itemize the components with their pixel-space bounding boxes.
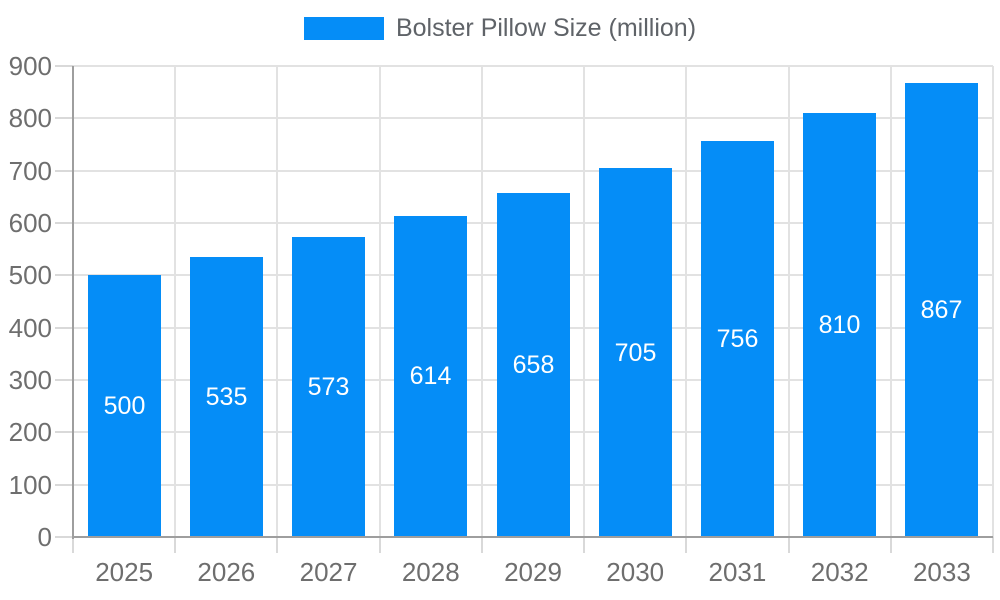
y-axis-tick bbox=[55, 65, 73, 67]
x-axis-label: 2030 bbox=[606, 557, 665, 587]
x-axis-tick bbox=[992, 537, 994, 553]
x-axis-label: 2031 bbox=[708, 557, 767, 587]
x-axis-label: 2032 bbox=[810, 557, 869, 587]
bar-2029[interactable]: 658 bbox=[497, 192, 570, 537]
y-axis-label: 0 bbox=[37, 522, 52, 552]
bar-2030[interactable]: 705 bbox=[599, 168, 672, 537]
y-axis-label: 800 bbox=[8, 103, 52, 134]
bar-value-label: 614 bbox=[409, 362, 452, 391]
x-axis-tick bbox=[583, 537, 586, 553]
bar-2027[interactable]: 573 bbox=[292, 237, 365, 537]
bar-value-label: 756 bbox=[716, 325, 759, 354]
bar-2033[interactable]: 867 bbox=[905, 83, 978, 537]
bar-value-label: 867 bbox=[920, 296, 963, 325]
x-gridline bbox=[685, 66, 688, 537]
x-axis-label: 2025 bbox=[95, 557, 154, 587]
y-axis-label: 600 bbox=[8, 208, 52, 238]
bar-value-label: 810 bbox=[818, 311, 861, 340]
y-axis-tick bbox=[55, 483, 73, 486]
y-gridline bbox=[73, 65, 993, 67]
y-axis-tick bbox=[55, 431, 73, 434]
y-axis-label: 100 bbox=[8, 469, 52, 500]
y-axis-label: 900 bbox=[8, 51, 52, 81]
legend-label: Bolster Pillow Size (million) bbox=[395, 14, 697, 42]
y-axis-tick bbox=[55, 379, 73, 381]
x-axis-tick bbox=[685, 537, 688, 553]
plot-area: 0 100 200 300 400 500 600 700 800 900 500 535 573 614… bbox=[9, 53, 994, 585]
y-axis-label: 300 bbox=[8, 365, 52, 395]
bar-2025[interactable]: 500 bbox=[88, 275, 161, 537]
x-axis-tick bbox=[72, 537, 74, 553]
bar-2026[interactable]: 535 bbox=[190, 257, 263, 537]
y-axis-tick bbox=[55, 169, 73, 172]
x-axis-label: 2026 bbox=[197, 557, 256, 587]
bar-2028[interactable]: 614 bbox=[394, 215, 467, 537]
bar-2032[interactable]: 810 bbox=[803, 113, 876, 537]
x-gridline bbox=[889, 66, 892, 537]
legend-item[interactable]: Bolster Pillow Size (million) bbox=[303, 14, 697, 43]
y-axis-label: 700 bbox=[8, 155, 52, 186]
bar-value-label: 573 bbox=[307, 373, 350, 402]
x-gridline bbox=[378, 66, 381, 537]
x-axis-tick bbox=[889, 537, 892, 553]
x-axis-tick bbox=[378, 537, 381, 553]
bar-value-label: 658 bbox=[512, 350, 555, 379]
x-gridline bbox=[583, 66, 586, 537]
y-axis-tick bbox=[55, 117, 73, 120]
bar-value-label: 535 bbox=[205, 383, 248, 411]
y-axis-tick bbox=[55, 326, 73, 329]
x-gridline bbox=[276, 66, 279, 537]
bar-value-label: 705 bbox=[614, 338, 657, 367]
y-axis-tick bbox=[55, 274, 73, 277]
bar-value-label: 500 bbox=[103, 392, 146, 421]
y-axis-label: 200 bbox=[8, 417, 52, 448]
x-axis-label: 2029 bbox=[504, 557, 562, 587]
legend: Bolster Pillow Size (million) bbox=[0, 14, 1000, 43]
x-axis-line bbox=[72, 536, 993, 538]
x-gridline bbox=[787, 66, 790, 537]
y-axis-label: 400 bbox=[8, 312, 52, 343]
bar-2031[interactable]: 756 bbox=[701, 141, 774, 537]
x-axis-tick bbox=[787, 537, 790, 553]
y-axis-tick bbox=[55, 536, 73, 538]
x-gridline bbox=[174, 66, 177, 537]
x-axis-tick bbox=[276, 537, 279, 553]
y-axis-line bbox=[72, 66, 74, 539]
y-axis-label: 500 bbox=[8, 260, 52, 291]
x-gridline bbox=[992, 66, 994, 537]
legend-swatch-icon bbox=[303, 17, 384, 40]
x-gridline bbox=[480, 66, 483, 537]
y-gridline bbox=[73, 169, 993, 172]
x-axis-label: 2028 bbox=[401, 557, 460, 587]
x-axis-tick bbox=[480, 537, 483, 553]
x-axis-tick bbox=[174, 537, 177, 553]
y-axis-tick bbox=[55, 222, 73, 224]
x-axis-label: 2027 bbox=[299, 557, 358, 587]
x-axis-label: 2033 bbox=[912, 557, 971, 587]
y-gridline bbox=[73, 117, 993, 120]
